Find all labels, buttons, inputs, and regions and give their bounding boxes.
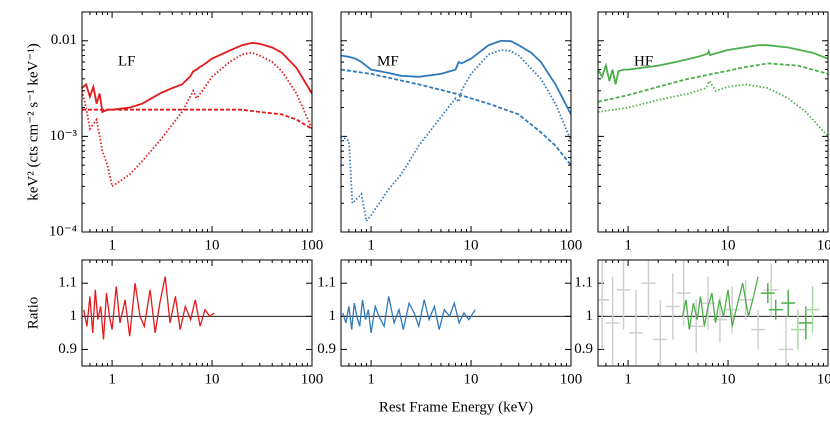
- y-tick-label: 10⁻³: [50, 128, 78, 144]
- x-tick-label: 1: [108, 371, 116, 387]
- x-tick-label: 1: [108, 237, 116, 253]
- x-tick-label: 1: [367, 237, 375, 253]
- panel-frame: [597, 11, 829, 233]
- series: [598, 260, 793, 366]
- series: [598, 62, 828, 103]
- series-line: [341, 39, 571, 115]
- panel-label: MF: [377, 53, 399, 69]
- series: [82, 51, 312, 188]
- y-tick-label: 1: [586, 308, 594, 324]
- series-line: [598, 62, 828, 103]
- series: [790, 286, 820, 350]
- x-tick-label: 10: [205, 371, 220, 387]
- series-line: [342, 296, 476, 333]
- series: [83, 276, 215, 340]
- y-tick-label: 1.1: [574, 275, 593, 291]
- series-line: [341, 68, 571, 166]
- series: [341, 39, 571, 115]
- panel-label: HF: [634, 53, 653, 69]
- panel-label: LF: [118, 53, 136, 69]
- x-tick-label: 100: [301, 237, 324, 253]
- series: [760, 283, 813, 340]
- x-tick-label: 10: [464, 237, 479, 253]
- series-line: [598, 44, 828, 85]
- x-tick-label: 100: [817, 237, 830, 253]
- series: [342, 296, 476, 333]
- x-tick-label: 1: [367, 371, 375, 387]
- y-tick-label: 0.9: [58, 341, 77, 357]
- series: [82, 108, 312, 130]
- x-tick-label: 10: [721, 371, 736, 387]
- y-tick-label: 1.1: [317, 275, 336, 291]
- x-tick-label: 10: [721, 237, 736, 253]
- series: [341, 49, 571, 224]
- x-tick-label: 1: [624, 237, 632, 253]
- x-tick-label: 100: [817, 371, 830, 387]
- series-line: [341, 49, 571, 224]
- y-tick-label: 0.01: [51, 32, 77, 48]
- y-tick-label: 0.9: [574, 341, 593, 357]
- panel-frame: [81, 259, 313, 367]
- series-line: [82, 41, 312, 114]
- series-line: [83, 276, 215, 340]
- series-line: [598, 79, 828, 138]
- y-tick-label: 10⁻⁴: [49, 223, 77, 239]
- y-tick-label: 1: [70, 308, 78, 324]
- series: [82, 41, 312, 114]
- x-tick-label: 10: [205, 237, 220, 253]
- panel-frame: [340, 11, 572, 233]
- series: [598, 44, 828, 85]
- series: [681, 276, 759, 330]
- x-tick-label: 10: [464, 371, 479, 387]
- panel-frame: [597, 259, 829, 367]
- y-tick-label: 0.9: [317, 341, 336, 357]
- y-tick-label: 1.1: [58, 275, 77, 291]
- series-line: [82, 108, 312, 130]
- series: [341, 68, 571, 166]
- x-tick-label: 100: [560, 371, 583, 387]
- panel-frame: [340, 259, 572, 367]
- y-tick-label: 1: [329, 308, 337, 324]
- x-tick-label: 1: [624, 371, 632, 387]
- series-line: [82, 51, 312, 188]
- series: [598, 79, 828, 138]
- series-line: [681, 276, 759, 330]
- panel-frame: [81, 11, 313, 233]
- x-tick-label: 100: [301, 371, 324, 387]
- y-axis-label: Ratio: [25, 297, 41, 330]
- x-tick-label: 100: [560, 237, 583, 253]
- y-axis-label: keV² (cts cm⁻² s⁻¹ keV⁻¹): [25, 43, 41, 201]
- x-axis-label: Rest Frame Energy (keV): [379, 399, 533, 415]
